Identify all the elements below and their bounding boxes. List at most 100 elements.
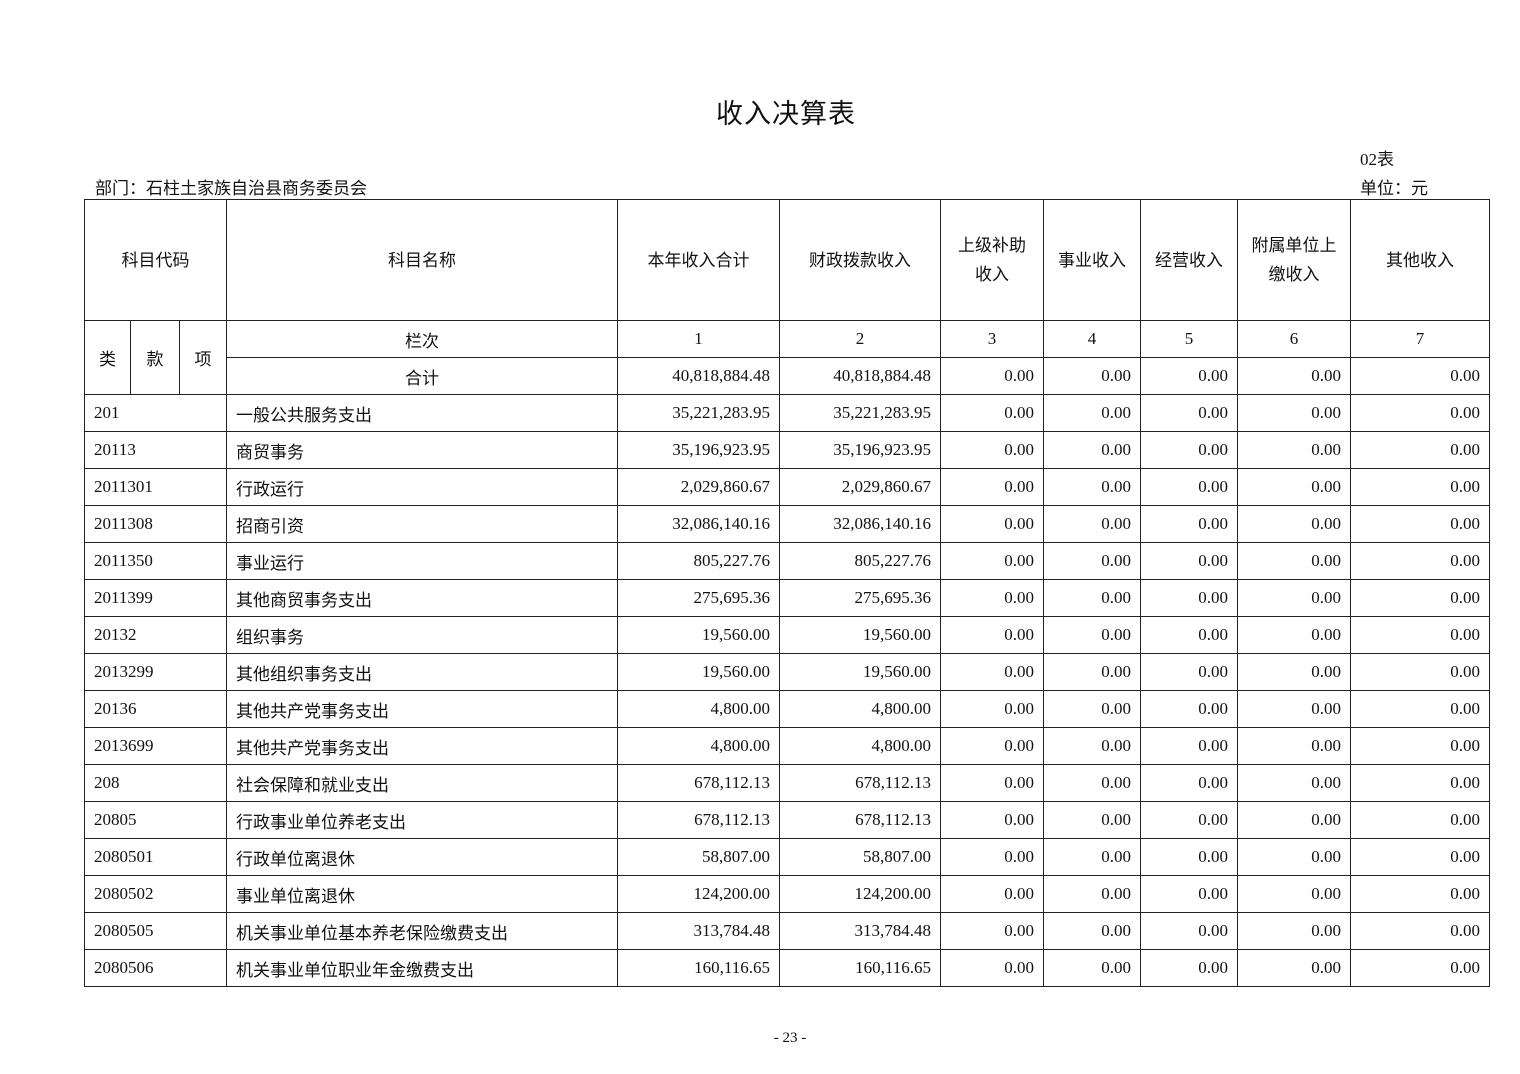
subject-name: 其他共产党事务支出: [226, 727, 619, 765]
amount-cell: 0.00: [1350, 801, 1491, 839]
subject-name: 行政事业单位养老支出: [226, 801, 619, 839]
amount-cell: 0.00: [1043, 468, 1142, 506]
header-kuan: 款: [130, 320, 180, 395]
amount-cell: 4,800.00: [779, 690, 942, 728]
amount-cell: 275,695.36: [617, 579, 781, 617]
table-row: 2011399 其他商贸事务支出 275,695.36 275,695.36 0.00 0…: [83, 579, 1491, 617]
amount-cell: 678,112.13: [779, 764, 942, 802]
table-row: 20805 行政事业单位养老支出 678,112.13 678,112.13 0.00 0…: [83, 801, 1491, 839]
table-row: 2011301 行政运行 2,029,860.67 2,029,860.67 0.00 0…: [83, 468, 1491, 506]
amount-cell: 0.00: [1237, 505, 1352, 543]
table-row: 201 一般公共服务支出 35,221,283.95 35,221,283.95 0.0…: [83, 394, 1491, 432]
amount-cell: 0.00: [1140, 875, 1239, 913]
amount-cell: 0.00: [1140, 616, 1239, 654]
amount-cell: 0.00: [940, 764, 1045, 802]
amount-cell: 0.00: [1043, 616, 1142, 654]
amount-cell: 0.00: [1140, 690, 1239, 728]
amount-cell: 0.00: [1350, 505, 1491, 543]
subject-name: 其他共产党事务支出: [226, 690, 619, 728]
amount-cell: 0.00: [1043, 764, 1142, 802]
amount-cell: 0.00: [1237, 801, 1352, 839]
subject-code: 2011399: [83, 579, 228, 617]
amount-cell: 0.00: [1350, 838, 1491, 876]
amount-cell: 4,800.00: [617, 727, 781, 765]
col-number: 3: [940, 320, 1045, 358]
amount-cell: 19,560.00: [779, 653, 942, 691]
amount-cell: 0.00: [1043, 431, 1142, 469]
amount-cell: 0.00: [940, 542, 1045, 580]
amount-cell: 0.00: [1043, 505, 1142, 543]
subject-code: 2080506: [83, 949, 228, 987]
amount-cell: 0.00: [1350, 653, 1491, 691]
amount-cell: 0.00: [1350, 394, 1491, 432]
amount-cell: 0.00: [1237, 875, 1352, 913]
amount-cell: 19,560.00: [779, 616, 942, 654]
subject-name: 事业运行: [226, 542, 619, 580]
subject-name: 机关事业单位职业年金缴费支出: [226, 949, 619, 987]
amount-cell: 0.00: [1043, 875, 1142, 913]
amount-cell: 0.00: [1140, 912, 1239, 950]
amount-cell: 0.00: [1350, 949, 1491, 987]
page-title: 收入决算表: [716, 99, 856, 129]
table-row: 2011350 事业运行 805,227.76 805,227.76 0.00 0.00 0…: [83, 542, 1491, 580]
amount-cell: 0.00: [940, 949, 1045, 987]
header-lei: 类: [84, 320, 131, 395]
amount-cell: 0.00: [1237, 912, 1352, 950]
amount-cell: 0.00: [940, 616, 1045, 654]
total-value: 0.00: [1237, 357, 1352, 395]
header-col: 本年收入合计: [617, 199, 781, 321]
subject-code: 2011350: [83, 542, 228, 580]
amount-cell: 0.00: [1140, 764, 1239, 802]
amount-cell: 0.00: [1237, 616, 1352, 654]
amount-cell: 32,086,140.16: [617, 505, 781, 543]
amount-cell: 124,200.00: [779, 875, 942, 913]
col-number: 4: [1043, 320, 1142, 358]
amount-cell: 0.00: [1237, 764, 1352, 802]
amount-cell: 0.00: [940, 653, 1045, 691]
subject-code: 2013699: [83, 727, 228, 765]
header-xiang: 项: [178, 320, 228, 395]
subject-name: 一般公共服务支出: [226, 394, 619, 432]
amount-cell: 678,112.13: [617, 764, 781, 802]
amount-cell: 678,112.13: [617, 801, 781, 839]
col-number: 7: [1350, 320, 1491, 358]
amount-cell: 0.00: [940, 875, 1045, 913]
amount-cell: 32,086,140.16: [779, 505, 942, 543]
table-row: 2013299 其他组织事务支出 19,560.00 19,560.00 0.00 0.0…: [83, 653, 1491, 691]
amount-cell: 35,221,283.95: [617, 394, 781, 432]
amount-cell: 0.00: [1140, 838, 1239, 876]
amount-cell: 4,800.00: [779, 727, 942, 765]
total-value: 0.00: [1043, 357, 1142, 395]
amount-cell: 0.00: [1140, 394, 1239, 432]
amount-cell: 678,112.13: [779, 801, 942, 839]
total-label: 合计: [226, 357, 619, 395]
amount-cell: 0.00: [1140, 542, 1239, 580]
amount-cell: 0.00: [1043, 579, 1142, 617]
amount-cell: 313,784.48: [779, 912, 942, 950]
amount-cell: 0.00: [1140, 801, 1239, 839]
total-row: 合计 40,818,884.48 40,818,884.48 0.00 0.00…: [85, 357, 1491, 395]
header-col: 财政拨款收入: [779, 199, 942, 321]
subject-name: 其他商贸事务支出: [226, 579, 619, 617]
header-code: 科目代码: [83, 199, 228, 321]
amount-cell: 35,196,923.95: [617, 431, 781, 469]
table-row: 20113 商贸事务 35,196,923.95 35,196,923.95 0.00 0…: [83, 431, 1491, 469]
header-col: 附属单位上缴收入: [1237, 199, 1352, 321]
amount-cell: 0.00: [940, 431, 1045, 469]
subject-code: 2080501: [83, 838, 228, 876]
total-value: 0.00: [940, 357, 1045, 395]
amount-cell: 35,196,923.95: [779, 431, 942, 469]
subject-code: 2013299: [83, 653, 228, 691]
header-name: 科目名称: [226, 199, 619, 321]
subject-code: 20136: [83, 690, 228, 728]
column-number-row: 类 款 项 栏次 1 2 3 4 5 6 7: [84, 320, 1491, 395]
total-value: 40,818,884.48: [779, 357, 942, 395]
subject-name: 社会保障和就业支出: [226, 764, 619, 802]
table-row: 2011308 招商引资 32,086,140.16 32,086,140.16 0.0…: [83, 505, 1491, 543]
table-row: 208 社会保障和就业支出 678,112.13 678,112.13 0.00 0.00…: [83, 764, 1491, 802]
amount-cell: 0.00: [1140, 505, 1239, 543]
col-number: 5: [1140, 320, 1239, 358]
amount-cell: 0.00: [1237, 579, 1352, 617]
subject-code: 20132: [83, 616, 228, 654]
amount-cell: 0.00: [1043, 690, 1142, 728]
